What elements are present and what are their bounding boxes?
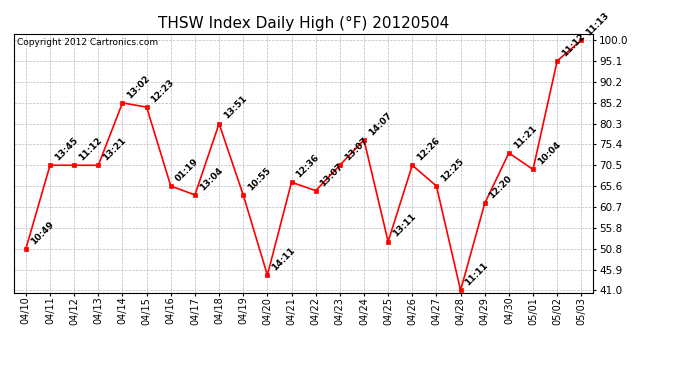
Text: 12:36: 12:36: [295, 153, 321, 179]
Text: 12:23: 12:23: [150, 78, 176, 104]
Text: 13:45: 13:45: [53, 136, 79, 162]
Text: 13:51: 13:51: [222, 94, 248, 121]
Text: 13:11: 13:11: [391, 212, 417, 239]
Text: 14:11: 14:11: [270, 246, 297, 272]
Text: 10:04: 10:04: [536, 140, 562, 167]
Text: 11:13: 11:13: [584, 11, 611, 38]
Text: 10:49: 10:49: [29, 219, 55, 246]
Text: 14:07: 14:07: [367, 110, 393, 137]
Text: 13:04: 13:04: [198, 165, 224, 192]
Text: 10:55: 10:55: [246, 166, 273, 192]
Text: Copyright 2012 Cartronics.com: Copyright 2012 Cartronics.com: [17, 38, 158, 46]
Text: 12:26: 12:26: [415, 136, 442, 162]
Text: 13:02: 13:02: [126, 74, 152, 100]
Text: 11:12: 11:12: [560, 32, 586, 58]
Text: 11:11: 11:11: [464, 261, 490, 288]
Text: 11:21: 11:21: [512, 123, 538, 150]
Text: 01:19: 01:19: [174, 157, 200, 183]
Text: 13:07: 13:07: [319, 161, 345, 188]
Text: 13:07: 13:07: [343, 136, 369, 162]
Text: 12:25: 12:25: [440, 157, 466, 183]
Text: 13:21: 13:21: [101, 136, 128, 162]
Text: 12:20: 12:20: [488, 174, 514, 201]
Title: THSW Index Daily High (°F) 20120504: THSW Index Daily High (°F) 20120504: [158, 16, 449, 31]
Text: 11:12: 11:12: [77, 136, 104, 162]
